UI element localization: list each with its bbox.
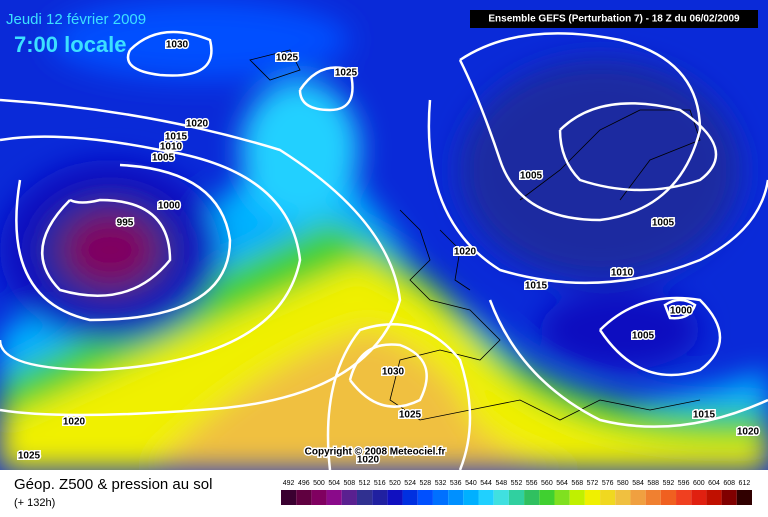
legend-label: 544 <box>480 480 492 487</box>
legend-swatch <box>478 490 494 505</box>
legend-swatch <box>676 490 692 505</box>
isobar-label: 1010 <box>611 268 634 279</box>
legend-swatch <box>281 490 297 505</box>
legend-label: 584 <box>632 480 644 487</box>
isobar-label: 1020 <box>357 455 380 466</box>
legend-swatch <box>691 490 707 505</box>
isobar-label: 1005 <box>632 331 655 342</box>
legend-swatch <box>736 490 752 505</box>
legend-label: 588 <box>647 480 659 487</box>
legend-label: 568 <box>571 480 583 487</box>
legend-label: 580 <box>617 480 629 487</box>
legend-label: 576 <box>602 480 614 487</box>
legend-label: 532 <box>435 480 447 487</box>
legend-label: 592 <box>663 480 675 487</box>
legend-label: 556 <box>526 480 538 487</box>
legend-label: 508 <box>344 480 356 487</box>
legend-swatch <box>493 490 509 505</box>
legend-label: 596 <box>678 480 690 487</box>
legend-swatch <box>600 490 616 505</box>
isobar-label: 1030 <box>166 40 189 51</box>
legend-label: 516 <box>374 480 386 487</box>
isobar-label: 1005 <box>652 218 675 229</box>
isobar-label: 1005 <box>520 171 543 182</box>
legend-label: 512 <box>359 480 371 487</box>
isobar-label: 1020 <box>737 427 760 438</box>
isobar-label: 1015 <box>525 281 548 292</box>
legend-swatch <box>387 490 403 505</box>
legend-label: 520 <box>389 480 401 487</box>
legend-label: 496 <box>298 480 310 487</box>
time: 7:00 locale <box>14 32 127 57</box>
legend-swatch <box>356 490 373 505</box>
legend-label: 600 <box>693 480 705 487</box>
isobar-label: 1005 <box>152 153 175 164</box>
legend-label: 492 <box>283 480 295 487</box>
height-field <box>0 0 768 470</box>
isobar-label: 1020 <box>454 247 477 258</box>
legend-label: 608 <box>723 480 735 487</box>
legend-swatch <box>402 490 418 505</box>
legend-swatch <box>706 490 722 505</box>
legend-label: 504 <box>328 480 340 487</box>
legend-swatch <box>615 490 631 505</box>
legend-swatch <box>463 490 479 505</box>
footer-lead: (+ 132h) <box>14 497 55 509</box>
legend-label: 572 <box>587 480 599 487</box>
copyright: Copyright © 2008 Meteociel.fr <box>305 447 446 458</box>
legend-swatch <box>630 490 646 505</box>
legend-label: 540 <box>465 480 477 487</box>
isobar-label: 1000 <box>670 306 693 317</box>
legend-swatch <box>448 490 464 505</box>
isobar-label: 1030 <box>382 367 405 378</box>
run-box <box>470 10 758 28</box>
isobar-label: 1025 <box>18 451 41 462</box>
legend-swatch <box>554 490 570 505</box>
isobar-label: 1020 <box>186 119 209 130</box>
isobar-labels: 1030 1025 1025 1020 1015 1010 1005 1000 … <box>16 38 761 467</box>
legend-label: 524 <box>404 480 416 487</box>
isobar-label: 1010 <box>160 142 183 153</box>
legend-label: 604 <box>708 480 720 487</box>
legend-swatch <box>569 490 585 505</box>
legend-swatch <box>372 490 388 505</box>
legend-label: 548 <box>495 480 507 487</box>
legend-swatch <box>311 490 327 505</box>
legend-swatch <box>417 490 433 505</box>
footer-title: Géop. Z500 & pression au sol <box>14 476 212 493</box>
run-info: Ensemble GEFS (Perturbation 7) - 18 Z du… <box>488 14 740 25</box>
legend-label: 500 <box>313 480 325 487</box>
isobar-label: 1015 <box>165 132 188 143</box>
legend-swatch <box>660 490 677 505</box>
legend-label: 552 <box>511 480 523 487</box>
date: Jeudi 12 février 2009 <box>6 11 146 28</box>
legend-swatch <box>584 490 601 505</box>
legend-swatch <box>524 490 540 505</box>
isobar-label: 1025 <box>276 53 299 64</box>
legend-swatch <box>341 490 357 505</box>
legend-swatch <box>645 490 661 505</box>
color-legend: 492 496 500 504 508 512 516 520 524 528 532 536 540 5… <box>281 480 752 505</box>
legend-swatch <box>296 490 312 505</box>
legend-label: 528 <box>419 480 431 487</box>
legend-label: 612 <box>739 480 751 487</box>
legend-swatch <box>539 490 555 505</box>
isobar-label: 995 <box>117 218 134 229</box>
isobars <box>0 30 768 470</box>
legend-label: 564 <box>556 480 568 487</box>
legend-swatch <box>432 490 449 505</box>
isobar-label: 1025 <box>399 410 422 421</box>
legend-label: 560 <box>541 480 553 487</box>
isobar-label: 1025 <box>335 68 358 79</box>
legend-swatch <box>326 490 342 505</box>
legend-label: 536 <box>450 480 462 487</box>
isobar-label: 1000 <box>158 201 181 212</box>
isobar-label: 1015 <box>693 410 716 421</box>
legend-swatch <box>721 490 737 505</box>
isobar-label: 1020 <box>63 417 86 428</box>
legend-swatch <box>508 490 525 505</box>
